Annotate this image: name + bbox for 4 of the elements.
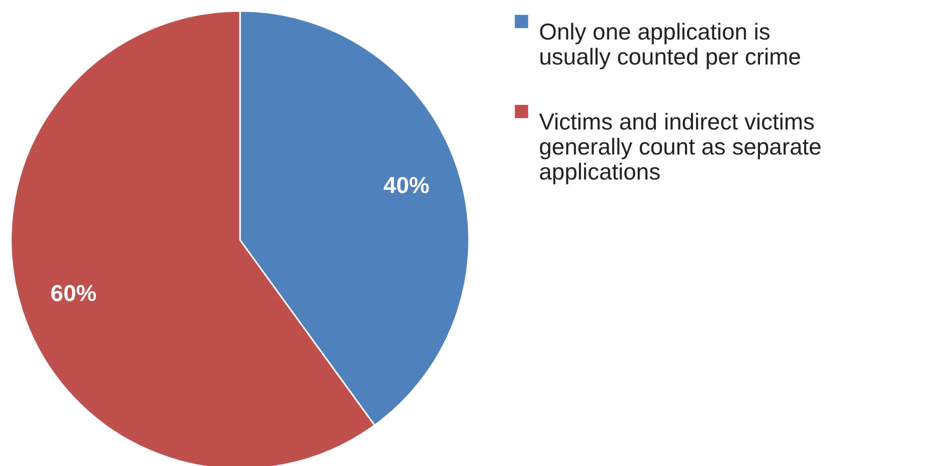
data-label: 60% — [50, 280, 97, 306]
legend-label: Only one application is usually counted per crime — [539, 18, 802, 70]
data-label: 40% — [383, 172, 430, 198]
legend-label: Victims and indirect victims generally count as separate applications — [539, 108, 822, 184]
